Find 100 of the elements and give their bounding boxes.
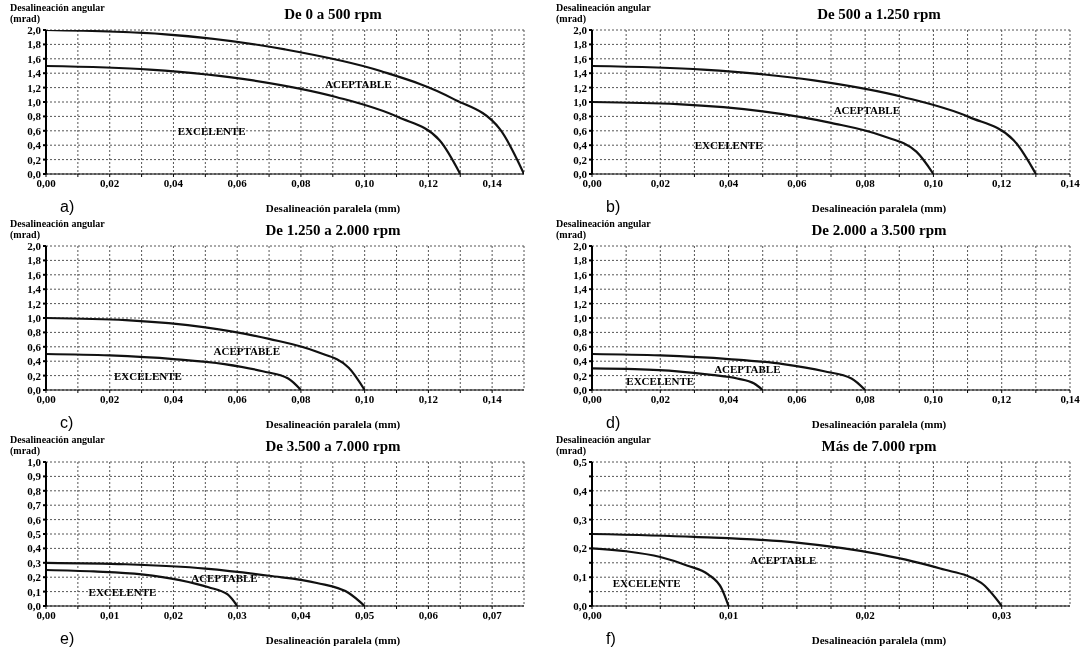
y-tick-label: 0,8 — [27, 484, 42, 497]
y-tick-label: 0,6 — [27, 124, 42, 137]
x-tick-label: 0,04 — [163, 176, 184, 189]
y-axis-title: Desalineación angular (mrad) — [556, 2, 652, 24]
y-tick-label: 0,4 — [573, 484, 588, 497]
x-tick-label: 0,08 — [855, 392, 876, 405]
annotation: ACEPTABLE — [213, 345, 280, 358]
text: e) — [60, 630, 75, 648]
y-tick-label: 1,6 — [27, 52, 42, 65]
x-axis-title: Desalineación paralela (mm) — [264, 634, 402, 646]
y-tick-label: 1,2 — [573, 81, 588, 94]
chart-title: De 2.000 a 3.500 rpm — [810, 222, 948, 239]
chart-title: De 3.500 a 7.000 rpm — [264, 438, 402, 455]
text: c) — [60, 414, 74, 432]
y-tick-label: 0,8 — [573, 110, 588, 123]
x-axis-title: Desalineación paralela (mm) — [264, 418, 402, 430]
x-tick-label: 0,02 — [650, 392, 671, 405]
y-tick-label: 1,0 — [573, 311, 588, 324]
x-axis-title: Desalineación paralela (mm) — [264, 202, 402, 214]
x-tick-label: 0,14 — [1060, 392, 1081, 405]
x-tick-label: 0,14 — [1060, 176, 1081, 189]
annotation: EXCELENTE — [88, 585, 157, 598]
y-tick-label: 1,4 — [573, 283, 588, 296]
x-tick-label: 0,10 — [923, 392, 944, 405]
y-tick-label: 1,4 — [27, 283, 42, 296]
chart-title: De 1.250 a 2.000 rpm — [264, 222, 402, 239]
chart-title: De 0 a 500 rpm — [283, 6, 383, 23]
line-series — [592, 547, 730, 606]
y-tick-label: 0,3 — [573, 513, 588, 526]
annotation: ACEPTABLE — [325, 78, 392, 90]
x-tick-label: 0,04 — [718, 392, 739, 405]
x-axis-title: Desalineación paralela (mm) — [810, 418, 948, 430]
y-tick-label: 0,6 — [27, 513, 42, 526]
text: d) — [606, 414, 621, 432]
x-tick-label: 0,04 — [291, 608, 312, 621]
x-tick-label: 0,10 — [355, 176, 375, 189]
y-tick-label: 0,7 — [27, 499, 42, 512]
y-tick-label: 0,8 — [27, 326, 42, 339]
y-tick-label: 0,4 — [573, 139, 588, 152]
chart-title: De 500 a 1.250 rpm — [816, 6, 942, 23]
x-axis-title: Desalineación paralela (mm) — [810, 202, 948, 214]
y-tick-label: 0,5 — [27, 527, 42, 540]
line-series — [46, 316, 366, 390]
y-tick-label: 0,0 — [27, 167, 42, 180]
x-tick-label: 0,02 — [650, 176, 671, 189]
y-axis-title: Desalineación angular (mrad) — [10, 218, 106, 240]
x-tick-label: 0,08 — [855, 176, 876, 189]
y-tick-label: 0,4 — [27, 542, 42, 555]
y-tick-label: 1,0 — [27, 311, 42, 324]
x-tick-label: 0,04 — [718, 176, 739, 189]
x-tick-label: 0,14 — [482, 392, 503, 405]
y-tick-label: 0,4 — [27, 355, 42, 368]
y-tick-label: 1,8 — [27, 38, 42, 51]
y-tick-label: 1,2 — [27, 81, 42, 94]
y-tick-label: 1,0 — [573, 95, 588, 108]
y-tick-label: 1,6 — [27, 268, 42, 281]
y-tick-label: 1,2 — [573, 297, 588, 310]
y-tick-label: 0,3 — [27, 556, 42, 569]
x-tick-label: 0,04 — [163, 392, 184, 405]
y-tick-label: 0,0 — [27, 383, 42, 396]
y-axis-title: Desalineación angular (mrad) — [556, 218, 652, 240]
y-tick-label: 1,0 — [27, 455, 42, 468]
x-tick-label: 0,07 — [482, 608, 503, 621]
x-tick-label: 0,02 — [100, 176, 120, 189]
y-tick-label: 0,1 — [573, 571, 587, 584]
y-tick-label: 1,8 — [573, 38, 588, 51]
annotation: EXCELENTE — [626, 375, 695, 388]
annotation: ACEPTABLE — [833, 103, 901, 116]
x-tick-label: 0,10 — [355, 392, 375, 405]
text: a) — [60, 198, 75, 216]
x-tick-label: 0,02 — [855, 608, 876, 621]
line-series — [46, 561, 366, 606]
y-tick-label: 0,4 — [27, 139, 42, 152]
x-tick-label: 0,06 — [418, 608, 439, 621]
line-series — [592, 532, 1003, 606]
annotation: ACEPTABLE — [191, 571, 258, 584]
y-tick-label: 2,0 — [27, 239, 42, 252]
y-tick-label: 2,0 — [27, 23, 42, 36]
x-tick-label: 0,12 — [418, 392, 439, 405]
y-tick-label: 0,0 — [573, 383, 588, 396]
y-tick-label: 2,0 — [573, 23, 588, 36]
y-tick-label: 0,1 — [27, 585, 41, 598]
y-axis-title: Desalineación angular (mrad) — [10, 434, 106, 456]
x-tick-label: 0,01 — [100, 608, 120, 621]
line-series — [46, 64, 462, 174]
x-tick-label: 0,06 — [227, 176, 248, 189]
y-tick-label: 2,0 — [573, 239, 588, 252]
y-axis-title: Desalineación angular (mrad) — [10, 2, 106, 24]
annotation: EXCELENTE — [694, 139, 763, 152]
x-tick-label: 0,03 — [227, 608, 248, 621]
y-tick-label: 1,8 — [573, 254, 588, 267]
line-series — [592, 64, 1037, 174]
x-tick-label: 0,08 — [291, 176, 312, 189]
y-tick-label: 0,4 — [573, 355, 588, 368]
y-tick-label: 0,2 — [27, 369, 42, 382]
y-tick-label: 0,6 — [27, 340, 42, 353]
y-tick-label: 0,8 — [27, 110, 42, 123]
y-tick-label: 0,0 — [573, 167, 588, 180]
x-axis-title: Desalineación paralela (mm) — [810, 634, 948, 646]
annotation: EXCELENTE — [177, 124, 246, 137]
